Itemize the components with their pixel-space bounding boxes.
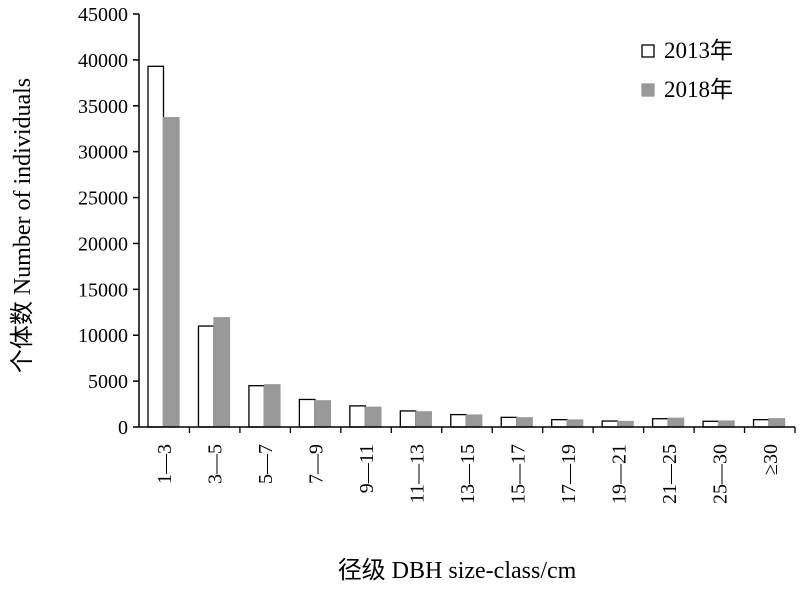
bar-series-2 [364,406,382,428]
x-tick-label: 7—9 [306,444,328,484]
bar-series-1 [349,405,366,428]
legend: 2013年 2018年 [641,38,733,102]
x-tick-label: 3—5 [205,444,227,484]
bar-series-1 [500,416,518,428]
legend-swatch [641,83,655,97]
bar-series-2 [516,417,533,428]
legend-label: 2018年 [664,77,733,102]
x-tick-label: 15—17 [507,444,529,504]
x-tick-label: 19—21 [608,444,630,504]
y-tick-label: 0 [118,417,128,439]
y-tick-label: 20000 [78,233,128,255]
bar-series-2 [667,417,685,428]
bar-series-1 [197,325,215,428]
x-tick-label: 13—15 [457,444,479,504]
x-ticks-group: 1—3 3—5 5—7 7—9 9—11 11—13 13—15 15—17 17—19 19—2… [154,427,796,504]
y-tick-label: 10000 [78,325,128,347]
y-axis-title: 个体数 Number of individuals [9,78,36,373]
x-tick-label: 25—30 [709,444,731,504]
bar-series-2 [162,117,180,428]
bar-series-1 [651,418,669,428]
bar-series-1 [551,419,568,428]
bar-series-2 [213,317,231,428]
bar-series-2 [314,400,332,428]
x-tick-label: 9—11 [356,444,378,493]
bar-series-1 [601,420,619,428]
x-tick-label: ≥30 [760,444,782,475]
y-tick-label: 45000 [78,4,128,26]
y-tick-label: 5000 [88,371,128,393]
x-tick-label: 5—7 [255,444,277,484]
x-tick-label: 11—13 [407,444,429,503]
bar-series-1 [702,420,720,428]
bar-series-1 [450,413,467,428]
legend-label: 2013年 [664,38,733,63]
bars-group [147,65,786,428]
x-axis-title: 径级 DBH size-class/cm [338,557,577,584]
bar-series-1 [298,398,316,428]
y-tick-label: 35000 [78,96,128,118]
axes-group [138,14,795,428]
bar-series-2 [617,420,634,428]
y-tick-label: 30000 [78,142,128,164]
bar-series-2 [263,384,281,428]
bar-series-1 [248,385,266,428]
bar-series-2 [465,414,483,428]
bar-series-1 [399,410,417,428]
y-tick-label: 25000 [78,188,128,210]
bar-series-1 [752,419,770,428]
x-tick-label: 1—3 [154,444,176,484]
bar-series-2 [415,411,432,428]
bar-series-2 [566,419,584,428]
bar-series-2 [768,418,786,428]
legend-swatch [641,44,655,58]
bar-series-1 [147,65,165,428]
bar-series-2 [717,420,735,428]
y-tick-label: 15000 [78,279,128,301]
x-tick-label: 21—25 [659,444,681,504]
y-ticks-group: 0 5000 10000 15000 20000 25000 30000 35000 40000… [78,4,139,439]
y-tick-label: 40000 [78,50,128,72]
x-tick-label: 17—19 [558,444,580,504]
